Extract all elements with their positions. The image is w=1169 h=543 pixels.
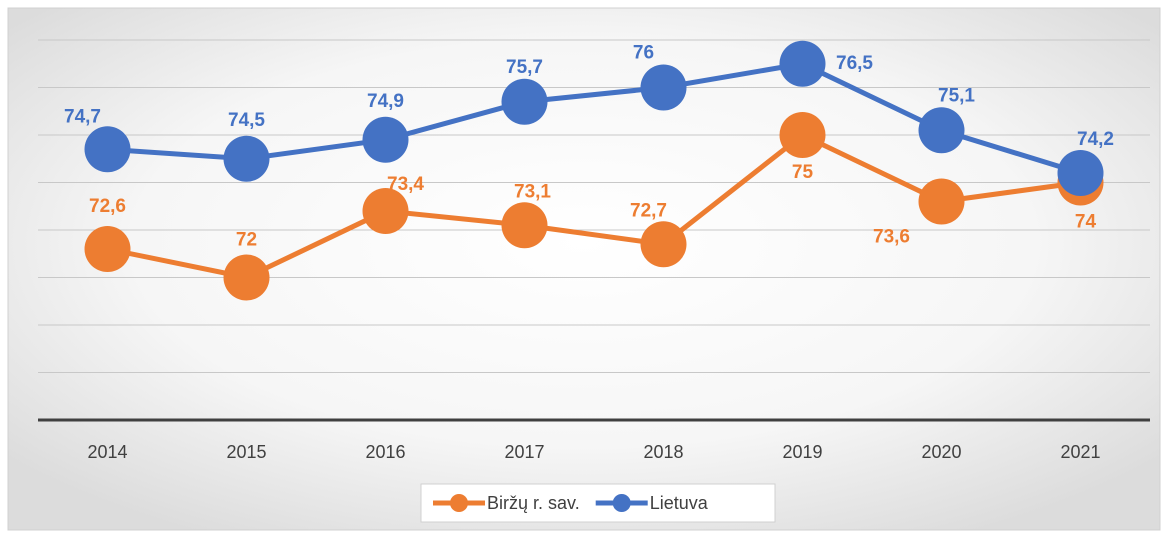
x-tick-label: 2017 [504,442,544,462]
data-label: 75 [792,162,814,183]
data-label: 72,6 [89,196,126,217]
series-line [106,132,1081,281]
data-label: 75,7 [506,57,543,78]
data-point [779,112,826,158]
data-point [918,178,965,225]
data-label: 72 [236,230,257,251]
data-point [640,221,687,268]
data-point [84,126,131,173]
data-label: 73,1 [514,181,551,202]
data-label: 74,2 [1077,129,1114,150]
data-point [640,64,687,111]
legend-label: Biržų r. sav. [487,493,580,513]
data-label: 74 [1075,212,1097,233]
x-tick-label: 2019 [782,442,822,462]
data-label: 74,9 [367,91,404,112]
legend-label: Lietuva [650,493,709,513]
chart-background [7,7,1161,531]
x-tick-label: 2016 [365,442,405,462]
data-label: 73,6 [873,227,910,248]
data-point [1057,150,1104,196]
data-label: 76,5 [836,53,873,74]
legend-marker [612,494,631,512]
data-point [84,226,131,272]
series-line [107,61,1082,176]
x-tick-label: 2021 [1060,442,1100,462]
data-point [501,202,548,249]
data-label: 73,4 [387,174,424,195]
data-label: 75,1 [938,85,975,106]
data-point [223,135,270,182]
data-point [918,107,965,154]
x-tick-label: 2018 [643,442,683,462]
data-point [501,78,548,125]
data-label: 74,5 [228,110,265,131]
data-point [223,254,270,301]
x-tick-label: 2015 [226,442,266,462]
data-label: 76 [633,43,654,64]
data-label: 74,7 [64,106,101,127]
data-point [362,116,409,163]
data-label: 72,7 [630,200,667,221]
x-tick-label: 2020 [921,442,961,462]
data-point [779,40,826,87]
data-point [362,188,409,234]
legend-marker [450,494,468,512]
x-tick-label: 2014 [87,442,127,462]
